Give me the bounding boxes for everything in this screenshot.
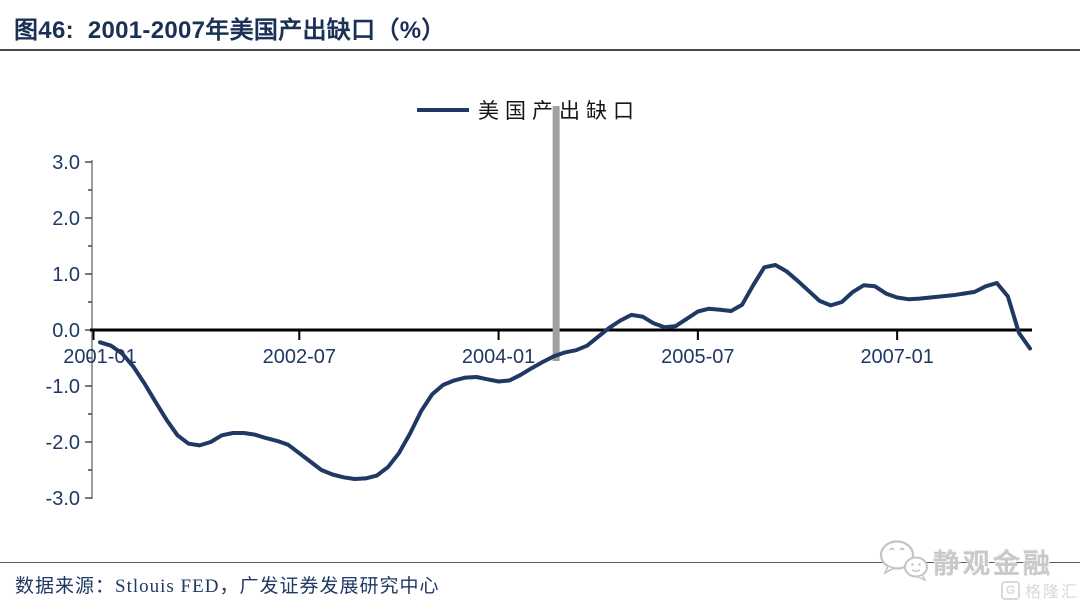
y-tick-label: 2.0: [52, 208, 80, 230]
y-tick-label: 0.0: [52, 320, 80, 342]
x-tick-label: 2001-01: [63, 346, 136, 368]
gelonghui-name: 格隆汇: [1025, 584, 1080, 601]
gelonghui-watermark: G 格隆汇: [1001, 578, 1079, 602]
output-gap-series-line: [98, 263, 1032, 481]
x-tick-label: 2002-07: [263, 346, 336, 368]
wechat-icon: [879, 540, 928, 582]
y-tick-label: 3.0: [52, 152, 80, 174]
title-divider: [0, 49, 1080, 51]
event-marker-bar: [552, 106, 560, 361]
y-tick-label: -1.0: [46, 376, 80, 398]
legend-line-swatch: [417, 108, 469, 112]
gelonghui-logo-icon: G: [1001, 580, 1020, 600]
x-tick-label: 2004-01: [462, 346, 535, 368]
y-tick-label: -2.0: [46, 432, 80, 454]
legend-label: 美国产出缺口: [478, 99, 640, 123]
y-tick-label: -3.0: [46, 488, 80, 510]
chart-legend: 美国产出缺口: [417, 95, 640, 125]
figure-title: 图46: 2001-2007年美国产出缺口（%）: [14, 17, 446, 44]
x-tick-label: 2005-07: [661, 346, 734, 368]
x-tick-label: 2007-01: [860, 346, 933, 368]
footer-divider: [0, 562, 1080, 563]
wechat-watermark: 静观金融: [878, 539, 1053, 583]
y-tick-label: 1.0: [52, 264, 80, 286]
data-source-text: 数据来源：Stlouis FED，广发证券发展研究中心: [15, 576, 440, 597]
wechat-account-name: 静观金融: [933, 548, 1053, 579]
